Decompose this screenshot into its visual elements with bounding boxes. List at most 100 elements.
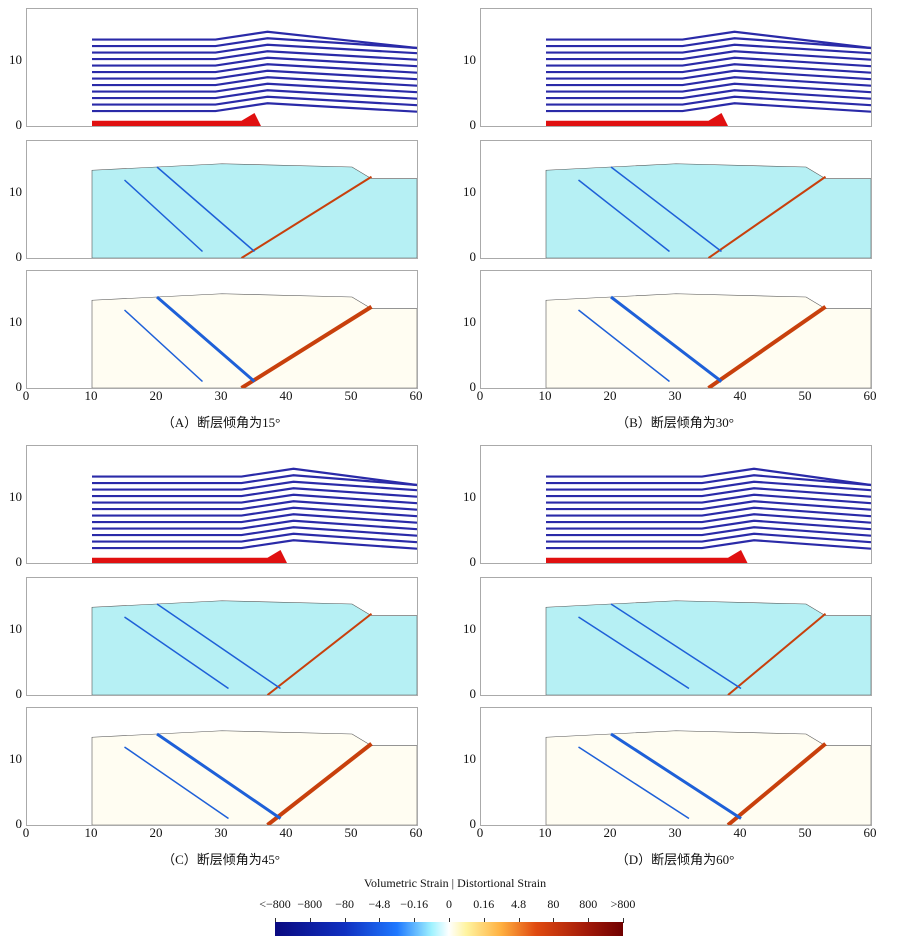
y-tick-label: 0 xyxy=(469,554,477,569)
layer-line xyxy=(92,480,417,492)
shear-band xyxy=(610,732,742,820)
layer-line xyxy=(546,102,871,113)
layer-line xyxy=(92,50,417,61)
layer-line xyxy=(546,526,871,537)
layer-line xyxy=(546,63,871,74)
shear-band xyxy=(124,746,229,820)
panel-caption: （A）断层倾角为15° xyxy=(161,415,281,430)
x-tick-label: 30 xyxy=(668,388,682,403)
layer-line xyxy=(546,56,871,68)
y-tick-label: 0 xyxy=(469,816,477,831)
colorbar-tick xyxy=(553,918,555,923)
subplot-layers xyxy=(480,445,872,564)
y-tick-label: 0 xyxy=(15,117,23,132)
colorbar-label: −0.16 xyxy=(400,897,429,911)
x-tick-label: 0 xyxy=(22,825,30,840)
x-tick-label: 60 xyxy=(863,388,877,403)
x-tick-label: 20 xyxy=(603,388,617,403)
layer-line xyxy=(546,95,871,107)
x-tick-label: 50 xyxy=(798,388,812,403)
layer-line xyxy=(546,43,871,55)
colorbar-title: Volumetric Strain | Distortional Strain xyxy=(363,876,547,890)
layer-line xyxy=(92,467,417,487)
layer-line xyxy=(92,519,417,531)
layer-line xyxy=(546,480,871,492)
x-tick-label: 0 xyxy=(476,388,484,403)
colorbar-label: 800 xyxy=(579,897,598,911)
layer-line xyxy=(546,69,871,81)
colorbar-label: 0.16 xyxy=(473,897,495,911)
layer-line xyxy=(546,467,871,487)
y-tick-label: 0 xyxy=(15,686,23,701)
shear-band xyxy=(123,309,204,383)
subplot-distortional-strain xyxy=(26,707,418,826)
colorbar-tick xyxy=(379,918,381,923)
y-tick-label: 10 xyxy=(463,751,476,766)
strain-body xyxy=(545,293,871,388)
layer-line xyxy=(92,493,417,505)
x-tick-label: 10 xyxy=(538,388,552,403)
subplot-layers xyxy=(26,8,418,127)
x-tick-label: 20 xyxy=(603,825,617,840)
layer-line xyxy=(92,487,417,498)
layer-line xyxy=(92,30,417,50)
y-tick-label: 10 xyxy=(9,184,22,199)
colorbar-tick xyxy=(344,918,346,923)
layer-line xyxy=(546,89,871,100)
shear-band xyxy=(610,603,742,690)
strain-body xyxy=(545,730,871,825)
layer-line xyxy=(546,519,871,531)
basement-block xyxy=(546,550,748,563)
layer-line xyxy=(546,30,871,50)
x-tick-label: 40 xyxy=(733,388,747,403)
shear-band xyxy=(266,742,373,825)
layer-line xyxy=(546,76,871,87)
colorbar-tick xyxy=(309,918,311,923)
colorbar-tick xyxy=(588,918,590,923)
shear-band xyxy=(726,742,827,825)
layer-line xyxy=(92,532,417,544)
y-tick-label: 10 xyxy=(9,751,22,766)
x-tick-label: 30 xyxy=(668,825,682,840)
layer-line xyxy=(546,493,871,505)
layer-line xyxy=(92,526,417,537)
layer-line xyxy=(92,63,417,74)
shear-band xyxy=(578,616,690,690)
y-tick-label: 0 xyxy=(469,117,477,132)
strain-body xyxy=(91,293,417,388)
layer-line xyxy=(546,532,871,544)
layer-line xyxy=(92,513,417,524)
colorbar-label: 4.8 xyxy=(511,897,527,911)
shear-band xyxy=(124,616,229,690)
colorbar-tick xyxy=(623,918,624,923)
shear-band xyxy=(123,179,204,253)
y-tick-label: 0 xyxy=(469,379,477,394)
y-tick-label: 10 xyxy=(463,184,476,199)
y-tick-label: 10 xyxy=(463,621,476,636)
y-tick-label: 0 xyxy=(469,249,477,264)
panel-caption: （D）断层倾角为60° xyxy=(615,852,735,867)
shear-band xyxy=(578,309,670,383)
shear-band xyxy=(156,295,256,383)
shear-band xyxy=(266,612,373,695)
shear-band xyxy=(156,166,255,253)
y-tick-label: 0 xyxy=(15,249,23,264)
x-tick-label: 10 xyxy=(538,825,552,840)
y-tick-label: 10 xyxy=(463,489,476,504)
x-tick-label: 20 xyxy=(149,388,163,403)
y-tick-label: 10 xyxy=(9,314,22,329)
shear-band xyxy=(156,603,281,690)
colorbar-label: >800 xyxy=(610,897,636,911)
colorbar-tick xyxy=(449,918,450,923)
layer-line xyxy=(92,82,417,94)
colorbar-label: −80 xyxy=(335,897,354,911)
layer-line xyxy=(92,506,417,518)
strain-body xyxy=(545,600,871,695)
layer-line xyxy=(92,37,417,50)
layer-line xyxy=(546,37,871,50)
layer-line xyxy=(546,513,871,524)
layer-line xyxy=(92,69,417,81)
y-tick-label: 10 xyxy=(463,314,476,329)
x-tick-label: 20 xyxy=(149,825,163,840)
y-tick-label: 0 xyxy=(15,379,23,394)
